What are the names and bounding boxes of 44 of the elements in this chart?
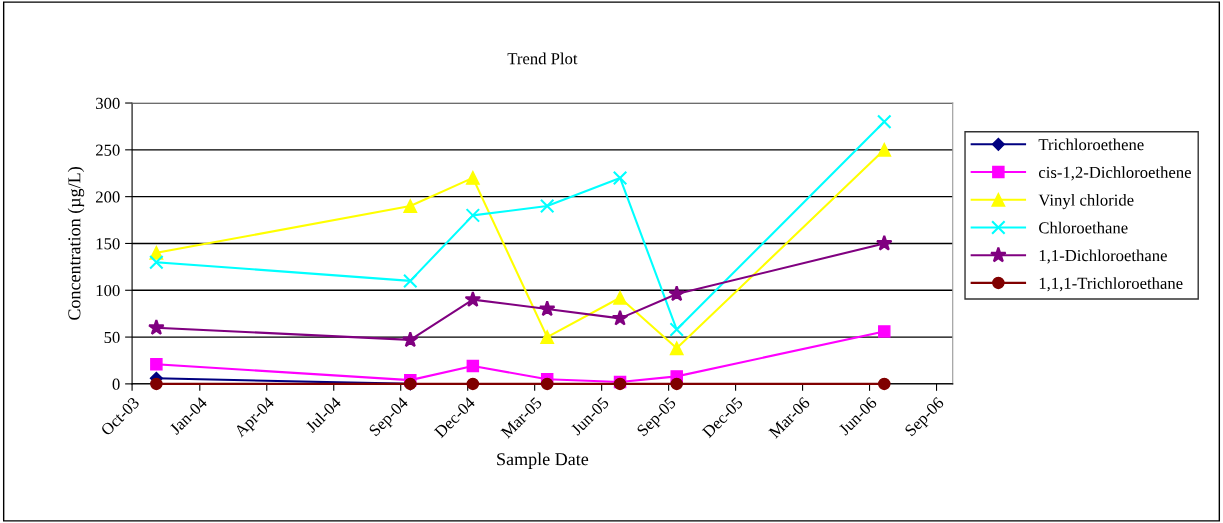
point <box>668 285 686 302</box>
point <box>877 142 892 157</box>
point <box>466 377 480 391</box>
point <box>401 331 419 348</box>
y-tick-label: 250 <box>96 144 120 156</box>
legend-label: cis-1,2-Dichloroethene <box>1039 166 1191 181</box>
y-tick-label: 0 <box>112 378 120 390</box>
legend-label: 1,1,1-Trichloroethane <box>1039 277 1183 292</box>
point <box>150 377 163 391</box>
x-axis-title: Sample Date <box>497 452 589 469</box>
point <box>465 170 480 185</box>
y-tick-label: 100 <box>96 284 120 297</box>
point <box>612 170 628 186</box>
y-axis-title: Concentration (µg/L) <box>67 167 85 320</box>
y-tick-label: 50 <box>104 331 120 344</box>
point <box>613 290 627 305</box>
point <box>403 199 418 213</box>
y-tick-label: 300 <box>96 97 120 109</box>
y-tick-label: 200 <box>96 191 120 203</box>
y-tick-label: 150 <box>96 238 120 250</box>
point <box>878 377 891 391</box>
point <box>540 330 555 345</box>
point <box>539 198 555 214</box>
point <box>148 319 165 335</box>
legend-label: 1,1-Dichloroethane <box>1039 249 1167 264</box>
point <box>878 325 891 338</box>
point <box>876 114 892 130</box>
point <box>669 341 684 356</box>
point <box>464 290 482 307</box>
point <box>150 357 163 371</box>
point <box>538 300 556 317</box>
chart-title: Trend Plot <box>507 52 578 65</box>
point <box>669 322 685 337</box>
point <box>670 377 683 391</box>
point <box>466 359 480 373</box>
legend-label: Trichloroethene <box>1038 138 1144 151</box>
point <box>403 273 418 289</box>
point <box>149 254 164 270</box>
point <box>611 309 629 326</box>
point <box>540 377 554 391</box>
point <box>875 234 893 251</box>
point <box>465 208 481 223</box>
legend-label: Vinyl chloride <box>1038 193 1134 210</box>
legend-label: Chloroethane <box>1039 221 1128 234</box>
